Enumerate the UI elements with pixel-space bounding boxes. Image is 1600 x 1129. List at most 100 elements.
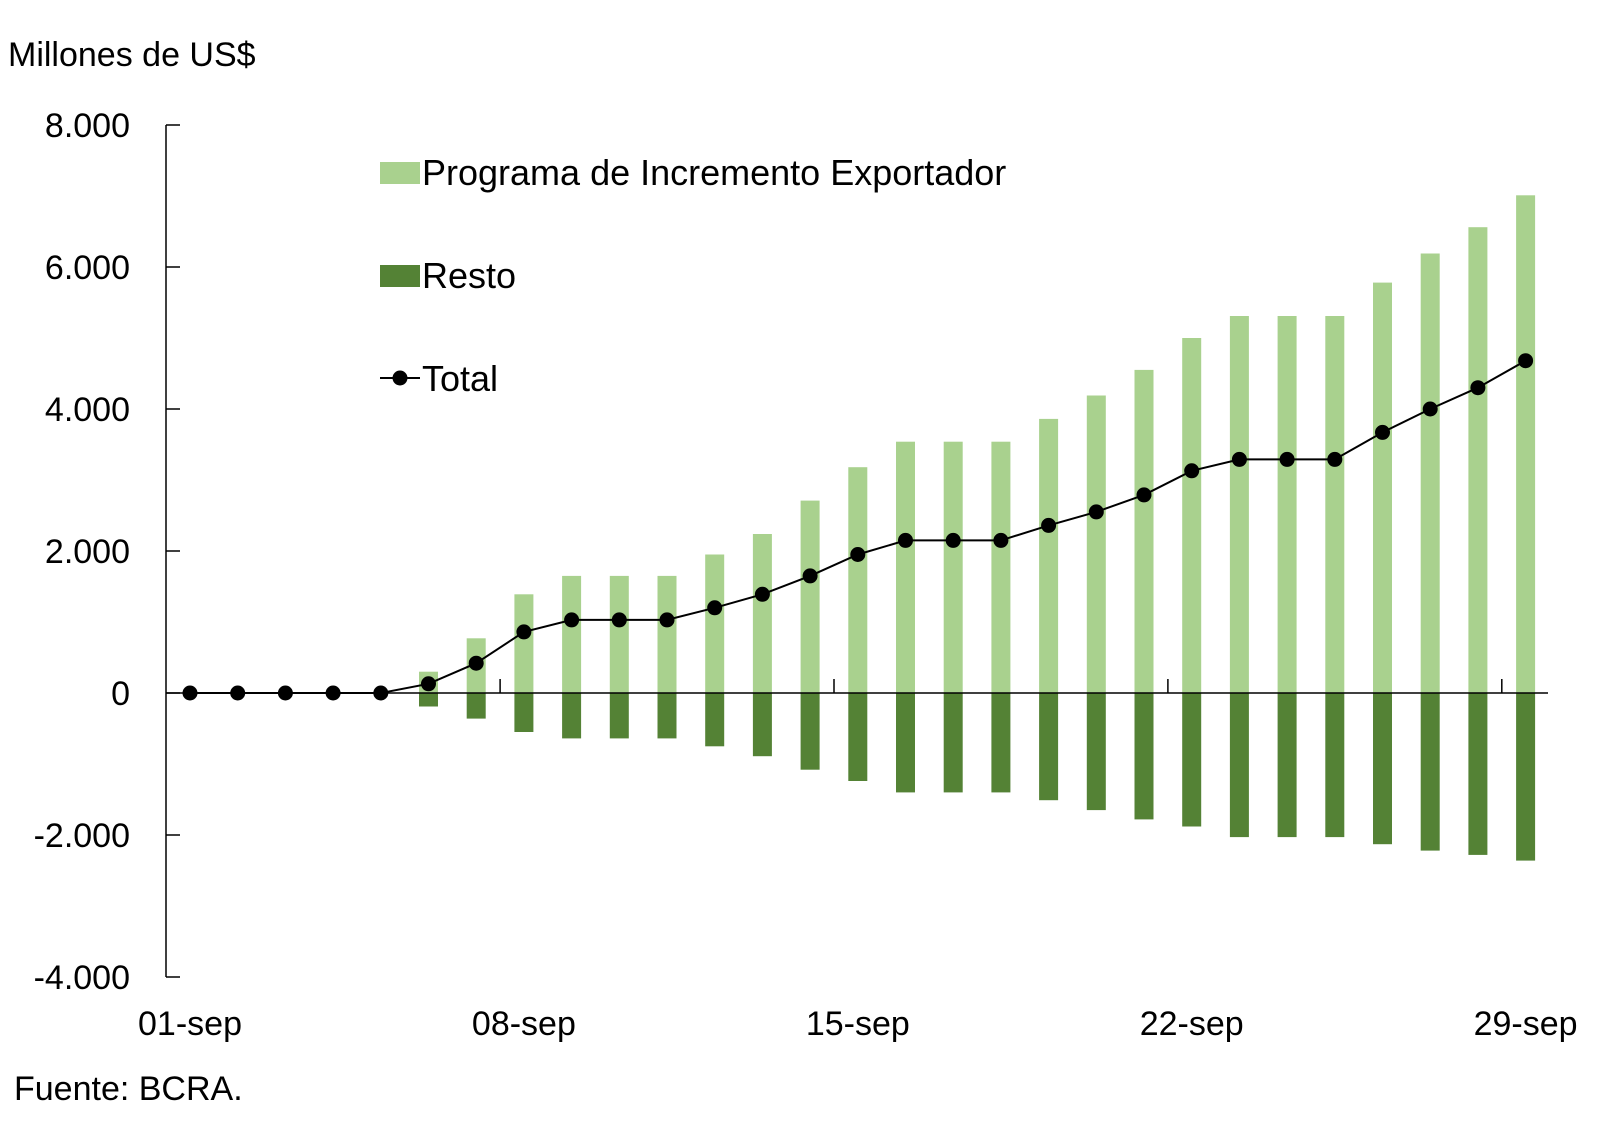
bar-programa-16-sep [896, 441, 915, 693]
bar-programa-18-sep [991, 441, 1011, 693]
bar-resto-11-sep [657, 693, 677, 739]
total-point-10-sep [611, 612, 627, 628]
total-point-07-sep [468, 655, 484, 671]
bar-programa-08-sep [514, 594, 534, 693]
y-tick-label-4: 0 [111, 675, 130, 713]
total-point-23-sep [1231, 451, 1247, 467]
bar-programa-27-sep [1420, 253, 1440, 693]
bar-resto-25-sep [1325, 693, 1345, 838]
y-tick-label-6: -4.000 [34, 959, 130, 997]
legend-label-resto: Resto [422, 255, 516, 296]
bar-resto-28-sep [1468, 693, 1488, 855]
total-point-19-sep [1041, 517, 1057, 533]
total-point-12-sep [707, 600, 723, 616]
legend: Programa de Incremento Exportador Resto … [380, 152, 1006, 399]
total-point-01-sep [182, 685, 198, 701]
bar-programa-10-sep [609, 575, 629, 693]
x-tick-label-0: 01-sep [138, 1005, 242, 1043]
bar-resto-15-sep [848, 693, 868, 781]
bar-programa-11-sep [657, 575, 677, 693]
y-axis-title: Millones de US$ [8, 36, 256, 74]
total-point-04-sep [325, 685, 341, 701]
bar-resto-07-sep [466, 693, 486, 719]
total-point-02-sep [230, 685, 246, 701]
bar-programa-28-sep [1468, 227, 1488, 693]
total-point-18-sep [993, 532, 1009, 548]
bar-programa-25-sep [1325, 316, 1345, 693]
total-point-29-sep [1518, 353, 1534, 369]
bar-series-layer [419, 195, 1536, 861]
bar-programa-12-sep [705, 554, 725, 693]
bar-resto-29-sep [1516, 693, 1536, 861]
bar-resto-20-sep [1086, 693, 1106, 811]
bar-resto-14-sep [800, 693, 820, 770]
legend-swatch-programa [380, 162, 420, 184]
bar-programa-14-sep [800, 500, 820, 693]
total-point-24-sep [1279, 451, 1295, 467]
bar-resto-19-sep [1039, 693, 1059, 801]
y-tick-label-3: 2.000 [45, 533, 130, 571]
bar-programa-09-sep [562, 575, 582, 693]
total-line-layer [182, 353, 1534, 701]
bar-resto-23-sep [1229, 693, 1249, 838]
source-note: Fuente: BCRA. [14, 1070, 243, 1108]
bar-programa-21-sep [1134, 369, 1154, 693]
bar-resto-06-sep [419, 693, 438, 707]
total-point-08-sep [516, 624, 532, 640]
bar-resto-17-sep [943, 693, 963, 793]
legend-swatch-resto [380, 265, 420, 287]
bar-programa-29-sep [1516, 195, 1536, 694]
total-point-13-sep [754, 586, 770, 602]
bar-resto-08-sep [514, 693, 534, 732]
bar-resto-27-sep [1420, 693, 1440, 851]
bar-programa-24-sep [1277, 316, 1297, 693]
bar-programa-19-sep [1039, 418, 1059, 693]
legend-label-programa: Programa de Incremento Exportador [422, 152, 1006, 193]
bar-resto-21-sep [1134, 693, 1154, 820]
bar-resto-09-sep [562, 693, 582, 739]
y-tick-label-1: 6.000 [45, 249, 130, 287]
total-point-27-sep [1422, 401, 1438, 417]
bar-programa-17-sep [943, 441, 963, 693]
total-point-17-sep [945, 532, 961, 548]
x-tick-label-3: 22-sep [1140, 1005, 1244, 1043]
y-tick-label-5: -2.000 [34, 817, 130, 855]
bar-resto-16-sep [896, 693, 915, 793]
bar-resto-13-sep [752, 693, 772, 757]
bar-resto-10-sep [609, 693, 629, 739]
total-point-06-sep [421, 676, 436, 692]
total-point-26-sep [1375, 424, 1390, 440]
bar-programa-23-sep [1229, 316, 1249, 693]
bar-resto-18-sep [991, 693, 1011, 793]
total-point-16-sep [898, 532, 913, 548]
bar-programa-20-sep [1086, 395, 1106, 693]
x-tick-label-2: 15-sep [806, 1005, 910, 1043]
bar-resto-26-sep [1373, 693, 1392, 845]
total-point-20-sep [1088, 504, 1104, 520]
y-tick-label-2: 4.000 [45, 391, 130, 429]
total-point-22-sep [1184, 463, 1200, 479]
bar-programa-22-sep [1182, 338, 1202, 693]
total-point-11-sep [659, 612, 675, 628]
total-point-05-sep [373, 685, 389, 701]
x-tick-label-4: 29-sep [1474, 1005, 1578, 1043]
bar-resto-22-sep [1182, 693, 1202, 827]
y-tick-label-0: 8.000 [45, 107, 130, 145]
legend-marker-total [392, 370, 408, 386]
bar-programa-13-sep [752, 534, 772, 693]
axes-layer [165, 124, 1548, 978]
bar-programa-15-sep [848, 467, 868, 693]
total-point-14-sep [802, 568, 818, 584]
bar-resto-12-sep [705, 693, 725, 747]
bar-resto-24-sep [1277, 693, 1297, 838]
x-tick-label-1: 08-sep [472, 1005, 576, 1043]
total-point-09-sep [564, 612, 580, 628]
total-point-28-sep [1470, 380, 1486, 396]
total-point-25-sep [1327, 451, 1343, 467]
bar-programa-26-sep [1373, 282, 1392, 693]
legend-label-total: Total [422, 358, 498, 399]
total-point-21-sep [1136, 487, 1152, 503]
total-point-03-sep [277, 685, 293, 701]
